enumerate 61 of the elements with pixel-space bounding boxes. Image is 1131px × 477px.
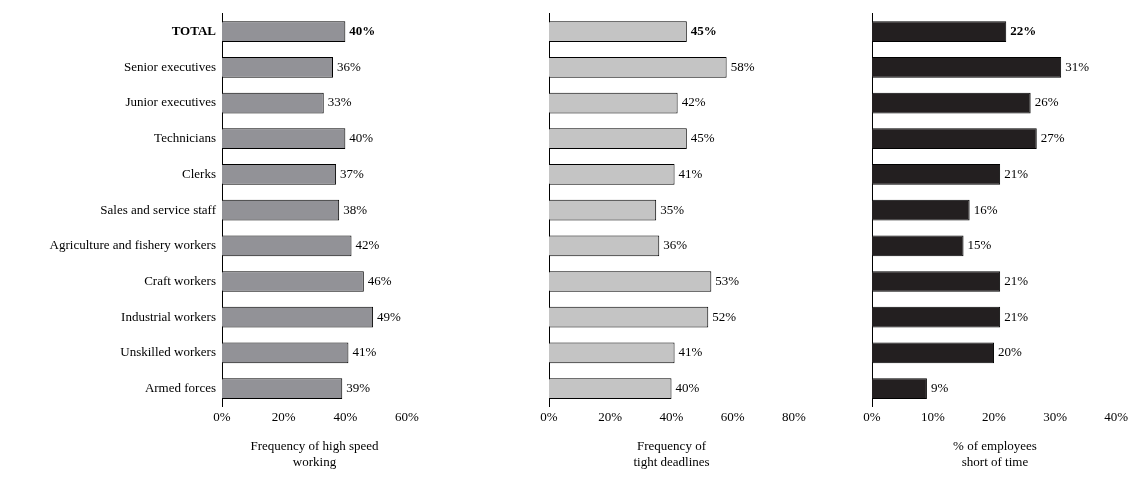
text: 37% [340, 165, 364, 181]
text: 31% [1065, 58, 1090, 74]
text: 49% [377, 308, 401, 324]
text: 20% [998, 344, 1022, 360]
text: 41% [678, 344, 703, 360]
y-tick-label: Senior executives [123, 58, 216, 74]
text: 27% [1040, 130, 1065, 146]
text: 42% [681, 94, 706, 110]
text: 53% [715, 272, 740, 288]
y-tick-label: Sales and service staff [100, 201, 217, 217]
text: 33% [327, 94, 352, 110]
y-tick-label: Junior executives [125, 94, 216, 110]
x-tick-label: 0% [863, 408, 881, 424]
text: 35% [660, 201, 685, 217]
y-tick-label: Craft workers [144, 272, 216, 288]
y-tick-label: Armed forces [144, 379, 216, 395]
y-tick-label: Industrial workers [121, 308, 216, 324]
x-tick-label: 60% [395, 408, 420, 424]
text: 36% [663, 237, 688, 253]
text: 21% [1004, 272, 1028, 288]
text: 40% [349, 130, 374, 146]
x-axis-title: Frequency of high speed working [249, 438, 380, 470]
text: 41% [678, 165, 703, 181]
x-axis-title: % of employees short of time [952, 438, 1038, 470]
x-tick-label: 80% [782, 408, 807, 424]
text: 40% [675, 379, 700, 395]
text: 21% [1004, 165, 1028, 181]
x-tick-label: 20% [982, 408, 1007, 424]
x-tick-label: 20% [271, 408, 296, 424]
text: 38% [343, 201, 368, 217]
text: 9% [930, 379, 949, 395]
y-tick-label: Agriculture and fishery workers [49, 237, 216, 253]
x-axis-title: Frequency of tight deadlines [632, 438, 711, 470]
y-tick-label: Technicians [154, 130, 216, 146]
y-tick-label: Unskilled workers [120, 344, 216, 360]
text: 21% [1004, 308, 1028, 324]
y-tick-label: TOTAL [171, 23, 217, 38]
x-tick-label: 40% [1104, 408, 1129, 424]
text: 36% [337, 58, 361, 74]
text: 52% [712, 308, 737, 324]
y-tick-label: Clerks [182, 165, 216, 181]
x-tick-label: 40% [659, 408, 684, 424]
text: 15% [967, 237, 992, 253]
text: 39% [346, 379, 371, 395]
text: 58% [730, 58, 755, 74]
x-tick-label: 20% [598, 408, 623, 424]
text: 41% [352, 344, 377, 360]
x-tick-label: 40% [333, 408, 358, 424]
text: 46% [367, 272, 392, 288]
text: 42% [355, 237, 380, 253]
x-tick-label: 10% [921, 408, 946, 424]
text: 45% [690, 23, 717, 38]
x-tick-label: 30% [1043, 408, 1068, 424]
x-tick-label: 60% [720, 408, 745, 424]
text: 26% [1034, 94, 1059, 110]
text: 40% [349, 23, 376, 38]
text: 45% [690, 130, 715, 146]
text: 22% [1010, 23, 1037, 38]
text: 16% [973, 201, 998, 217]
x-tick-label: 0% [540, 408, 558, 424]
x-tick-label: 0% [213, 408, 231, 424]
